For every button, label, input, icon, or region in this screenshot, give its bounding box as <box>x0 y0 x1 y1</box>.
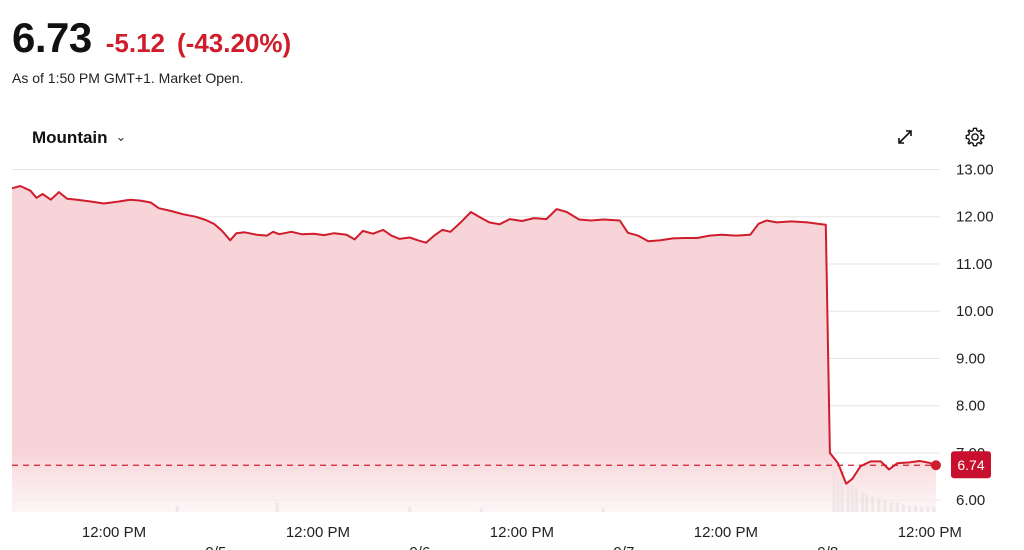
x-date-label: 9/7 <box>613 544 634 550</box>
x-date-label: 9/5 <box>206 544 227 550</box>
x-tick-label: 12:00 PM <box>694 524 758 541</box>
y-tick-label: 12.00 <box>956 209 994 226</box>
price-line <box>11 185 937 485</box>
y-tick-label: 6.00 <box>956 492 985 509</box>
x-tick-label: 12:00 PM <box>490 524 554 541</box>
x-date-label: 9/6 <box>409 544 430 550</box>
x-date-label: 9/8 <box>817 544 838 550</box>
y-tick-label: 8.00 <box>956 398 985 415</box>
chevron-down-icon: ⌄ <box>115 129 127 144</box>
change-value: -5.12 <box>105 28 166 58</box>
settings-button[interactable] <box>960 122 990 152</box>
market-status: As of 1:50 PM GMT+1. Market Open. <box>12 70 244 86</box>
y-tick-label: 9.00 <box>956 350 985 367</box>
last-price-dot <box>930 460 941 471</box>
y-tick-label: 11.00 <box>956 256 992 273</box>
expand-button[interactable] <box>890 122 920 152</box>
chart-type-label: Mountain <box>32 128 108 147</box>
price-change: -5.12 (-43.20%) <box>106 28 291 59</box>
gear-icon <box>965 127 985 147</box>
last-price-marker: 6.74 <box>12 451 991 479</box>
chart-type-select[interactable]: Mountain ⌄ <box>32 128 126 148</box>
quote-header: 6.73 -5.12 (-43.20%) As of 1:50 PM GMT+1… <box>12 12 712 86</box>
area-fill <box>12 186 936 512</box>
last-price-label: 6.74 <box>957 457 984 473</box>
price-area <box>12 186 936 512</box>
chart-toolbar: Mountain ⌄ <box>32 120 992 156</box>
price-row: 6.73 -5.12 (-43.20%) <box>12 12 712 64</box>
change-percent: (-43.20%) <box>177 28 292 58</box>
y-tick-label: 10.00 <box>956 303 994 320</box>
last-price-badge <box>951 451 991 479</box>
x-tick-label: 12:00 PM <box>898 524 962 541</box>
x-tick-label: 12:00 PM <box>82 524 146 541</box>
x-tick-label: 12:00 PM <box>286 524 350 541</box>
x-axis: 12:00 PM 12:00 PM 12:00 PM 12:00 PM 12:00 PM… <box>82 524 962 550</box>
y-tick-label: 13.00 <box>956 161 994 178</box>
price-line-group <box>11 185 937 485</box>
last-price: 6.73 <box>12 14 92 61</box>
expand-icon <box>898 130 912 144</box>
